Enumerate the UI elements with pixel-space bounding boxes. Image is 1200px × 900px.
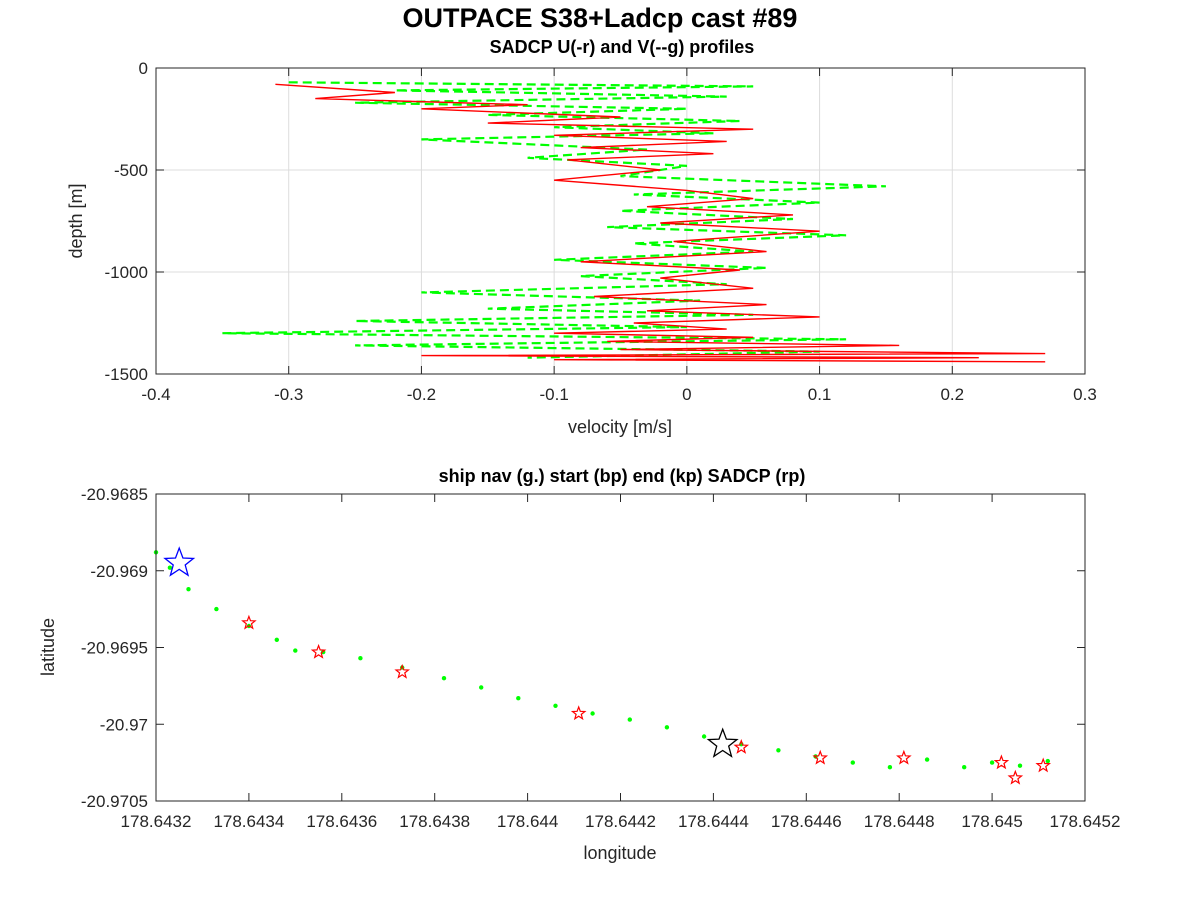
profile-x-tick-label: 0.2 — [940, 385, 964, 404]
profile-x-tick-label: -0.4 — [141, 385, 170, 404]
sadcp-point — [733, 739, 750, 754]
nav-y-tick-label: -20.97 — [100, 715, 148, 734]
nav-panel: ship nav (g.) start (bp) end (kp) SADCP … — [38, 466, 1120, 863]
profile-y-tick-label: -1500 — [105, 365, 148, 384]
nav-title: ship nav (g.) start (bp) end (kp) SADCP … — [439, 466, 806, 486]
end-star — [706, 727, 739, 758]
ship-nav-point — [627, 717, 632, 722]
ship-nav-point — [358, 656, 363, 661]
sadcp-point — [310, 643, 327, 659]
nav-x-tick-label: 178.6442 — [585, 812, 656, 831]
ship-nav-point — [167, 565, 173, 570]
nav-y-tick-label: -20.9695 — [81, 639, 148, 658]
ship-nav-point — [1017, 763, 1023, 768]
nav-x-tick-label: 178.6436 — [306, 812, 377, 831]
profile-ylabel: depth [m] — [66, 183, 86, 258]
nav-x-tick-label: 178.6438 — [399, 812, 470, 831]
profile-x-tick-label: 0.1 — [808, 385, 832, 404]
nav-x-tick-label: 178.6444 — [678, 812, 749, 831]
ship-nav-point — [293, 648, 298, 653]
nav-x-tick-label: 178.6432 — [121, 812, 192, 831]
ship-nav-point — [850, 760, 855, 765]
profile-panel: SADCP U(-r) and V(--g) profiles -0.4 -0.3… — [66, 37, 1097, 437]
ship-nav-point — [553, 703, 558, 708]
ship-nav-point — [516, 696, 521, 701]
profile-x-tick-label: 0 — [682, 385, 691, 404]
profile-y-ticks: 0 -500 -1000 -1500 — [105, 59, 1085, 384]
ship-nav-point — [962, 765, 967, 770]
profile-x-tick-label: -0.1 — [539, 385, 568, 404]
ship-nav-point — [479, 685, 484, 690]
start-star — [163, 546, 196, 577]
profile-x-tick-label: -0.3 — [274, 385, 303, 404]
profile-axes-box — [155, 67, 1086, 375]
profile-xlabel: velocity [m/s] — [568, 417, 672, 437]
profile-plot-area — [222, 81, 1046, 363]
nav-ylabel: latitude — [38, 618, 58, 676]
ship-nav-point — [590, 711, 595, 716]
sadcp-point — [896, 749, 912, 765]
figure-suptitle: OUTPACE S38+Ladcp cast #89 — [403, 3, 798, 33]
nav-x-tick-label: 178.6448 — [864, 812, 935, 831]
ship-nav-point — [989, 760, 995, 765]
sadcp-point — [241, 614, 257, 630]
sadcp-point — [394, 663, 411, 679]
nav-axes-background — [156, 494, 1085, 801]
nav-y-tick-label: -20.9685 — [81, 485, 148, 504]
end-marker — [706, 727, 739, 758]
nav-x-ticks: 178.6432 178.6434 178.6436 178.6438 178.644 1… — [121, 494, 1121, 831]
profile-y-tick-label: -1000 — [105, 263, 148, 282]
v-profile-line — [222, 81, 886, 359]
sadcp-point — [1035, 757, 1052, 773]
nav-y-tick-label: -20.969 — [90, 562, 148, 581]
ship-nav-point — [664, 725, 670, 730]
ship-nav-point — [776, 748, 781, 753]
nav-x-tick-label: 178.6452 — [1050, 812, 1121, 831]
nav-xlabel: longitude — [583, 843, 656, 863]
ship-nav-point — [1045, 758, 1050, 764]
nav-x-tick-label: 178.6434 — [213, 812, 284, 831]
start-marker — [163, 546, 196, 577]
ship-nav-point — [924, 757, 930, 762]
profile-title: SADCP U(-r) and V(--g) profiles — [490, 37, 755, 57]
sadcp-point — [1007, 769, 1024, 785]
nav-y-tick-label: -20.9705 — [81, 792, 148, 811]
profile-x-tick-label: -0.2 — [407, 385, 436, 404]
nav-x-tick-label: 178.644 — [497, 812, 558, 831]
nav-plot-area — [153, 546, 1052, 785]
ship-nav-point — [701, 734, 707, 739]
ship-nav-point — [214, 606, 219, 612]
profile-y-tick-label: 0 — [139, 59, 148, 78]
ship-nav-point — [441, 676, 447, 681]
nav-x-tick-label: 178.645 — [961, 812, 1022, 831]
nav-y-ticks: -20.9685 -20.969 -20.9695 -20.97 -20.9705 — [81, 485, 1085, 811]
nav-x-tick-label: 178.6446 — [771, 812, 842, 831]
ship-nav-point — [186, 587, 191, 592]
sadcp-point — [812, 749, 829, 765]
profile-x-tick-label: 0.3 — [1073, 385, 1097, 404]
sadcp-points — [241, 614, 1052, 785]
sadcp-point — [993, 754, 1010, 770]
ship-nav-points — [153, 550, 1050, 770]
u-profile-line — [275, 83, 1046, 363]
ship-nav-point — [274, 637, 279, 642]
ship-nav-point — [887, 765, 893, 770]
sadcp-point — [570, 705, 587, 721]
profile-x-ticks: -0.4 -0.3 -0.2 -0.1 0 0.1 0.2 0.3 — [141, 68, 1097, 404]
profile-y-tick-label: -500 — [114, 161, 148, 180]
